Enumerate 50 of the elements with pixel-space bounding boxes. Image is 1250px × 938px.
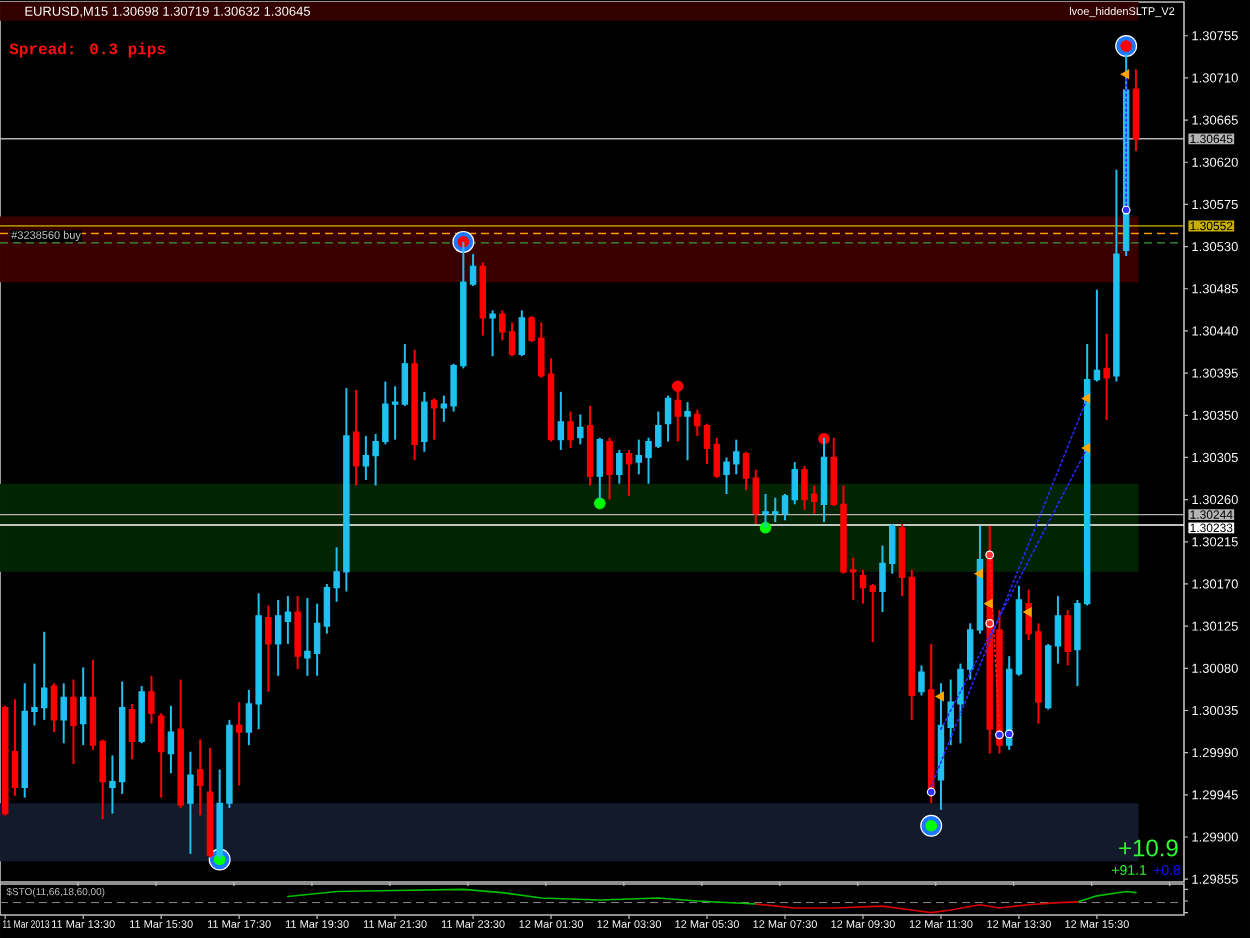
candlestick [167,704,175,775]
candlestick [274,598,282,677]
candlestick [577,413,584,446]
candlestick [664,394,672,443]
point [594,497,606,510]
annotation: Spread: 0.3 pips [9,42,166,58]
point [1121,205,1131,215]
candlestick [128,702,136,761]
candlestick [294,595,301,671]
point [935,691,944,702]
candlestick [567,410,574,450]
candlestick [265,604,272,693]
candlestick [489,309,496,358]
candlestick [157,712,165,799]
candlestick [557,390,565,451]
candlestick [352,388,360,487]
candlestick [625,448,633,497]
point [1120,69,1130,79]
candlestick [187,750,194,855]
candlestick [235,701,243,787]
point [1081,443,1091,453]
candlestick [1064,609,1071,667]
point [985,618,995,628]
candlestick [196,738,204,817]
candlestick [684,401,691,462]
candlestick [401,343,409,407]
candlestick [60,682,67,745]
point [1023,607,1032,617]
candlestick [1054,595,1062,665]
candlestick [50,682,58,734]
candlestick [70,678,77,765]
candlestick [284,595,292,645]
candlestick [518,309,526,358]
point [926,787,936,797]
candlestick [1103,332,1110,421]
candlestick [918,664,925,697]
candlestick [616,448,623,485]
annotation: +10.9 [1119,839,1178,857]
candlestick [421,390,428,453]
point [984,598,993,609]
point [1004,729,1014,739]
point [995,730,1004,740]
candlestick [606,436,613,501]
candlestick [1093,288,1101,383]
point [1081,393,1091,404]
candlestick [820,436,828,524]
candlestick [148,674,155,725]
candlestick [79,666,87,747]
point [974,568,983,579]
point [985,550,995,560]
